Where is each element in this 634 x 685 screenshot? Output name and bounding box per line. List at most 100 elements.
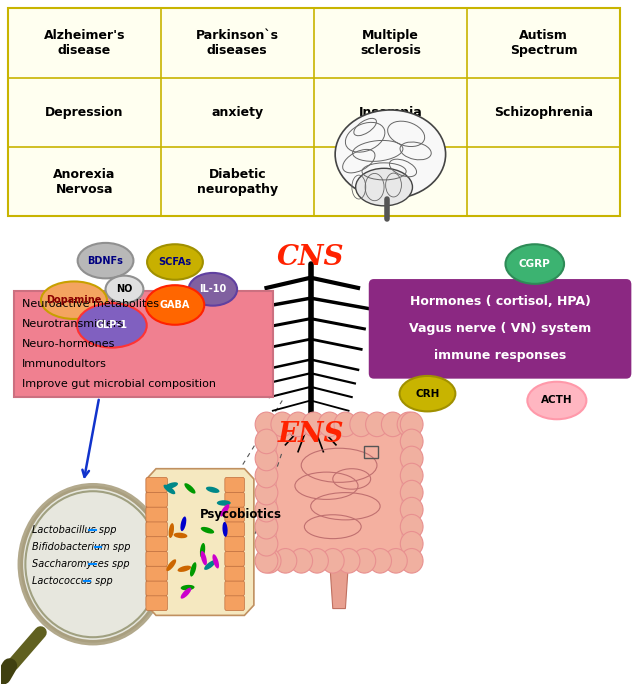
- Circle shape: [255, 463, 278, 488]
- Ellipse shape: [105, 275, 143, 303]
- Text: Anorexia
Nervosa: Anorexia Nervosa: [53, 168, 115, 196]
- FancyBboxPatch shape: [225, 566, 245, 581]
- Ellipse shape: [190, 562, 197, 577]
- Circle shape: [255, 412, 278, 436]
- Circle shape: [274, 549, 297, 573]
- Circle shape: [400, 532, 423, 556]
- Ellipse shape: [527, 382, 586, 419]
- Text: GABA: GABA: [160, 300, 190, 310]
- FancyBboxPatch shape: [146, 522, 167, 537]
- Text: Lactococcus spp: Lactococcus spp: [32, 576, 112, 586]
- Ellipse shape: [220, 504, 230, 516]
- FancyBboxPatch shape: [225, 522, 245, 537]
- Ellipse shape: [181, 516, 186, 531]
- Text: Bifidobacterium spp: Bifidobacterium spp: [32, 542, 130, 552]
- Text: IL-10: IL-10: [199, 284, 226, 295]
- Text: Depression: Depression: [45, 105, 124, 119]
- Ellipse shape: [505, 245, 564, 284]
- Text: NO: NO: [116, 284, 133, 295]
- FancyBboxPatch shape: [146, 492, 167, 507]
- Text: BDNFs: BDNFs: [87, 256, 124, 266]
- Circle shape: [337, 549, 360, 573]
- FancyBboxPatch shape: [14, 291, 273, 397]
- Circle shape: [255, 480, 278, 505]
- Text: Psycobiotics: Psycobiotics: [200, 508, 282, 521]
- Polygon shape: [146, 469, 254, 615]
- Text: ACTH: ACTH: [541, 395, 573, 406]
- Ellipse shape: [164, 485, 176, 495]
- Text: Insomnia: Insomnia: [358, 105, 422, 119]
- Polygon shape: [330, 561, 349, 608]
- FancyBboxPatch shape: [146, 551, 167, 566]
- Ellipse shape: [200, 543, 205, 558]
- Circle shape: [258, 549, 281, 573]
- Circle shape: [369, 549, 391, 573]
- Text: Schizophrenia: Schizophrenia: [494, 105, 593, 119]
- FancyBboxPatch shape: [146, 595, 167, 610]
- Ellipse shape: [201, 551, 207, 565]
- Circle shape: [290, 549, 313, 573]
- Text: Lactobacillus spp: Lactobacillus spp: [32, 525, 116, 535]
- Ellipse shape: [181, 588, 191, 599]
- Ellipse shape: [77, 243, 133, 278]
- Circle shape: [400, 549, 423, 573]
- FancyBboxPatch shape: [225, 507, 245, 522]
- Ellipse shape: [41, 282, 107, 319]
- Text: Multiple
sclerosis: Multiple sclerosis: [360, 29, 421, 57]
- Ellipse shape: [146, 285, 204, 325]
- Ellipse shape: [166, 559, 176, 571]
- Ellipse shape: [174, 533, 188, 538]
- Circle shape: [255, 429, 278, 453]
- Circle shape: [255, 446, 278, 471]
- Ellipse shape: [178, 566, 191, 572]
- FancyBboxPatch shape: [225, 477, 245, 493]
- FancyBboxPatch shape: [225, 581, 245, 596]
- Text: Dopamine: Dopamine: [46, 295, 101, 306]
- Circle shape: [255, 514, 278, 539]
- FancyBboxPatch shape: [8, 8, 620, 216]
- FancyBboxPatch shape: [146, 581, 167, 596]
- Text: Neurotransmitters: Neurotransmitters: [22, 319, 124, 329]
- Circle shape: [271, 412, 294, 436]
- Text: Alzheimer's
disease: Alzheimer's disease: [44, 29, 125, 57]
- Ellipse shape: [184, 483, 195, 494]
- Text: CRH: CRH: [415, 388, 439, 399]
- Text: Diabetic
neuropathy: Diabetic neuropathy: [197, 168, 278, 196]
- Text: SCFAs: SCFAs: [158, 257, 191, 267]
- Circle shape: [400, 429, 423, 453]
- Circle shape: [306, 549, 328, 573]
- FancyBboxPatch shape: [369, 279, 631, 379]
- Ellipse shape: [201, 527, 214, 534]
- Ellipse shape: [335, 110, 446, 199]
- Text: Improve gut microbial composition: Improve gut microbial composition: [22, 379, 216, 389]
- Ellipse shape: [223, 522, 228, 537]
- Text: Neuroactive metabolites: Neuroactive metabolites: [22, 299, 158, 310]
- Circle shape: [255, 497, 278, 522]
- FancyBboxPatch shape: [146, 536, 167, 551]
- Circle shape: [382, 412, 404, 436]
- FancyBboxPatch shape: [225, 595, 245, 610]
- Ellipse shape: [147, 245, 203, 279]
- Text: anxiety: anxiety: [211, 105, 263, 119]
- Circle shape: [400, 412, 423, 436]
- Circle shape: [334, 412, 357, 436]
- Circle shape: [20, 486, 165, 643]
- FancyBboxPatch shape: [146, 477, 167, 493]
- Ellipse shape: [212, 554, 219, 569]
- Ellipse shape: [206, 486, 219, 493]
- FancyBboxPatch shape: [225, 551, 245, 566]
- Ellipse shape: [77, 303, 146, 347]
- Circle shape: [400, 463, 423, 488]
- FancyBboxPatch shape: [146, 566, 167, 581]
- Text: Vagus nerve ( VN) system: Vagus nerve ( VN) system: [409, 323, 591, 336]
- Circle shape: [318, 412, 341, 436]
- Text: immune responses: immune responses: [434, 349, 566, 362]
- Circle shape: [321, 549, 344, 573]
- Circle shape: [400, 514, 423, 539]
- Text: Neuro-hormones: Neuro-hormones: [22, 339, 115, 349]
- Text: ENS: ENS: [278, 421, 344, 448]
- Circle shape: [350, 412, 373, 436]
- FancyBboxPatch shape: [146, 507, 167, 522]
- Text: CNS: CNS: [277, 244, 344, 271]
- Ellipse shape: [181, 585, 195, 590]
